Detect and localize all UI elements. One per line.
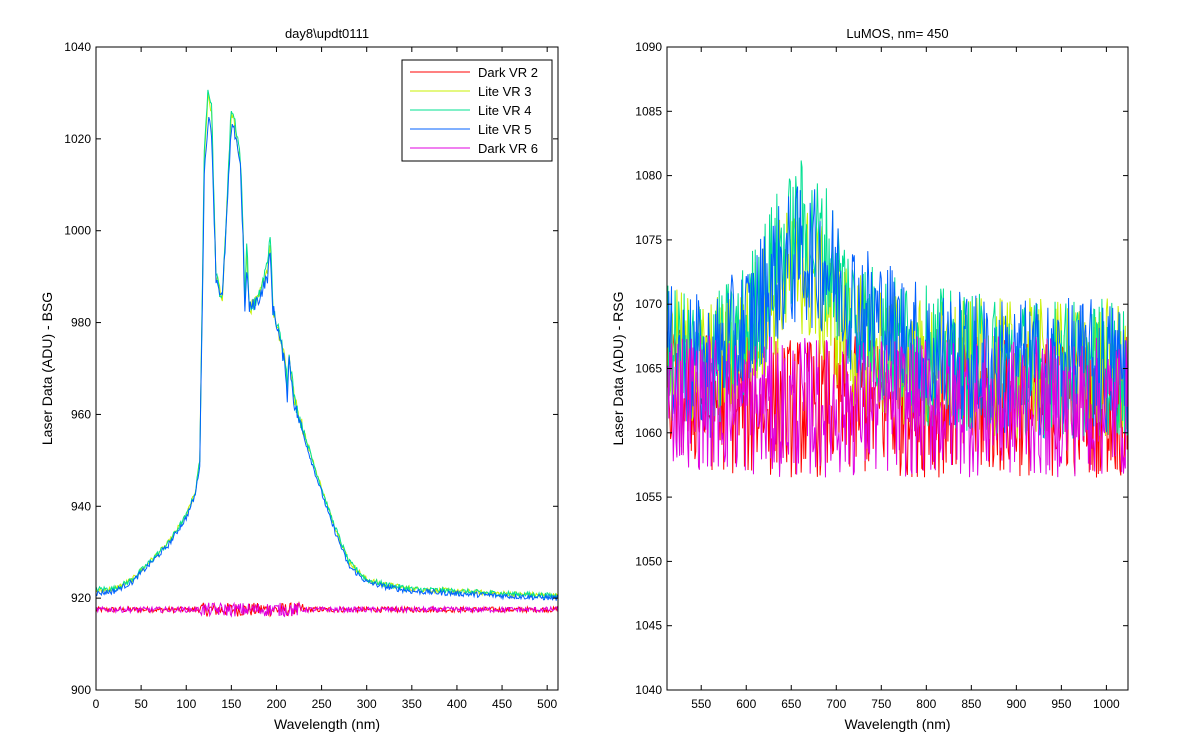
y-tick-label: 1050 [635,554,662,568]
x-tick-label: 750 [871,697,891,711]
y-axis-label: Laser Data (ADU) - BSG [39,292,55,445]
y-tick-label: 900 [71,683,91,697]
series-line-5 [96,601,558,618]
legend: Dark VR 2 Lite VR 3 Lite VR 4 Lite VR 5 Dark… [401,59,553,162]
x-tick-label: 250 [312,697,332,711]
y-tick-label: 1065 [635,362,662,376]
y-tick-label: 920 [71,591,91,605]
y-tick-label: 1040 [635,683,662,697]
y-tick-label: 1020 [64,132,91,146]
x-tick-label: 100 [176,697,196,711]
chart-panel-1: 0 50 100 150 200 250 300 350 400 450 500 900 920 940 9… [39,26,559,732]
x-tick-label: 0 [93,697,100,711]
x-tick-label: 400 [447,697,467,711]
y-tick-label: 1060 [635,426,662,440]
y-tick-label: 980 [71,316,91,330]
y-tick-label: 1080 [635,169,662,183]
series-group [667,160,1128,478]
x-tick-label: 300 [357,697,377,711]
x-tick-label: 650 [781,697,801,711]
x-axis-label: Wavelength (nm) [844,716,950,732]
x-tick-label: 1000 [1093,697,1120,711]
y-tick-label: 1075 [635,233,662,247]
chart-panel-2: 550 600 650 700 750 800 850 900 950 1000 1040 1045 1… [610,26,1129,732]
legend-label: Lite VR 3 [478,84,531,99]
x-tick-label: 950 [1051,697,1071,711]
y-tick-label: 1040 [64,40,91,54]
x-tick-label: 550 [691,697,711,711]
y-tick-label: 1085 [635,104,662,118]
series-group [96,89,558,618]
y-tick-label: 1090 [635,40,662,54]
series-line-5 [667,335,1128,478]
x-tick-label: 50 [134,697,148,711]
x-tick-label: 850 [961,697,981,711]
x-tick-label: 700 [826,697,846,711]
legend-label: Lite VR 4 [478,103,531,118]
series-line-3 [96,89,558,600]
y-tick-label: 1045 [635,619,662,633]
y-tick-label: 940 [71,499,91,513]
x-tick-label: 800 [916,697,936,711]
series-line-4 [96,116,558,601]
legend-label: Lite VR 5 [478,122,531,137]
axes-box [95,46,559,691]
x-tick-label: 600 [736,697,756,711]
x-tick-label: 150 [221,697,241,711]
panels: 0 50 100 150 200 250 300 350 400 450 500 900 920 940 9… [39,26,1129,732]
chart-title: day8\updt0111 [285,26,369,41]
y-tick-label: 1055 [635,490,662,504]
x-tick-label: 900 [1006,697,1026,711]
y-axis-label: Laser Data (ADU) - RSG [610,291,626,445]
chart-title: LuMOS, nm= 450 [846,26,948,41]
legend-label: Dark VR 2 [478,65,538,80]
x-tick-label: 500 [537,697,557,711]
y-tick-label: 1000 [64,224,91,238]
x-tick-label: 350 [402,697,422,711]
x-axis-label: Wavelength (nm) [274,716,380,732]
x-tick-label: 450 [492,697,512,711]
y-tick-label: 960 [71,407,91,421]
y-tick-label: 1070 [635,297,662,311]
x-tick-label: 200 [266,697,286,711]
legend-label: Dark VR 6 [478,141,538,156]
